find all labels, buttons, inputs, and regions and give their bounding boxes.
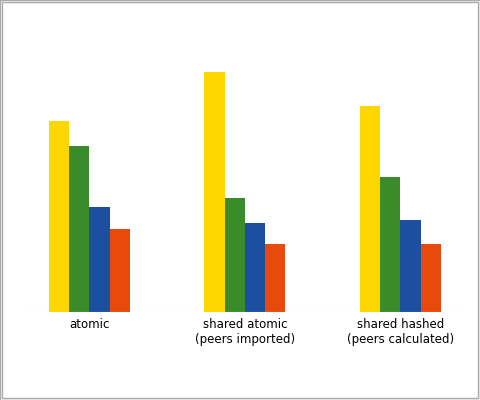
- Bar: [360, 106, 380, 312]
- Bar: [420, 244, 441, 312]
- Bar: [89, 208, 109, 312]
- Bar: [245, 223, 265, 312]
- Bar: [225, 198, 245, 312]
- Bar: [109, 229, 130, 312]
- Bar: [400, 220, 420, 312]
- Bar: [69, 146, 89, 312]
- Bar: [380, 177, 400, 312]
- Bar: [204, 72, 225, 312]
- Bar: [265, 244, 285, 312]
- Bar: [49, 122, 69, 312]
